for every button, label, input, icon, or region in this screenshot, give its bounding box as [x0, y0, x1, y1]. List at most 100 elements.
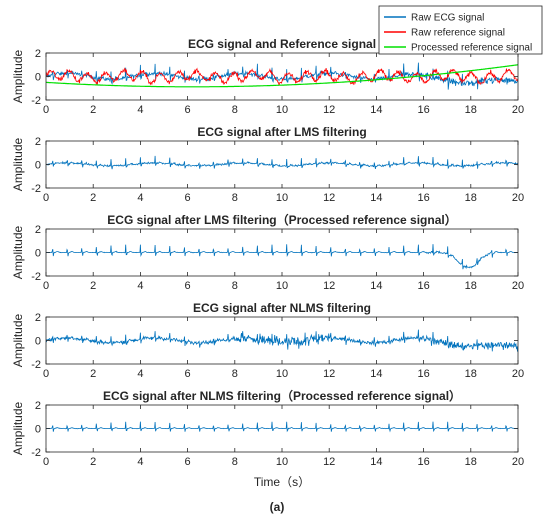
y-tick-label: -2: [31, 447, 41, 459]
x-tick-label: 20: [512, 456, 524, 468]
x-tick-label: 12: [323, 104, 335, 116]
x-tick-label: 0: [43, 104, 49, 116]
y-tick-label: -2: [31, 183, 41, 195]
x-tick-label: 18: [465, 456, 477, 468]
x-tick-label: 4: [137, 104, 143, 116]
series-line-3: [46, 64, 518, 88]
legend-entry: Raw ECG signal: [411, 13, 484, 24]
x-tick-label: 18: [465, 104, 477, 116]
y-tick-label: -2: [31, 95, 41, 107]
panel-title: ECG signal after NLMS filtering: [193, 301, 371, 315]
x-tick-label: 2: [90, 104, 96, 116]
x-tick-label: 16: [417, 280, 429, 292]
series-line-1: [46, 155, 518, 170]
y-tick-label: 2: [35, 224, 41, 236]
figure-caption: (a): [270, 500, 285, 514]
y-tick-label: 2: [35, 312, 41, 324]
x-tick-label: 8: [232, 368, 238, 380]
x-tick-label: 6: [185, 456, 191, 468]
panel-title: ECG signal after LMS filtering（Processed…: [107, 212, 456, 227]
series-line-1: [46, 329, 518, 352]
x-tick-label: 20: [512, 280, 524, 292]
y-axis-label: Amplitude: [11, 50, 25, 104]
series-line-1: [46, 421, 518, 433]
series-line-1: [46, 62, 518, 90]
x-tick-label: 4: [137, 192, 143, 204]
x-tick-label: 4: [137, 368, 143, 380]
x-tick-label: 2: [90, 456, 96, 468]
x-tick-label: 16: [417, 104, 429, 116]
x-tick-label: 10: [276, 104, 288, 116]
y-axis-label: Amplitude: [11, 138, 25, 192]
x-tick-label: 0: [43, 368, 49, 380]
x-tick-label: 6: [185, 368, 191, 380]
legend: Raw ECG signal Raw reference signal Proces…: [378, 5, 543, 55]
y-tick-label: 0: [35, 160, 41, 172]
y-tick-label: 0: [35, 72, 41, 84]
x-tick-label: 2: [90, 368, 96, 380]
x-tick-label: 6: [185, 280, 191, 292]
x-tick-label: 16: [417, 456, 429, 468]
x-tick-label: 12: [323, 456, 335, 468]
y-tick-label: 0: [35, 336, 41, 348]
x-tick-label: 20: [512, 104, 524, 116]
x-tick-label: 18: [465, 280, 477, 292]
x-tick-label: 12: [323, 280, 335, 292]
x-tick-label: 6: [185, 104, 191, 116]
x-tick-label: 8: [232, 456, 238, 468]
x-tick-label: 10: [276, 280, 288, 292]
x-tick-label: 20: [512, 192, 524, 204]
x-tick-label: 14: [370, 280, 382, 292]
panel-title: ECG signal after LMS filtering: [197, 125, 366, 139]
x-tick-label: 6: [185, 192, 191, 204]
y-tick-label: 2: [35, 136, 41, 148]
x-tick-label: 8: [232, 280, 238, 292]
x-tick-label: 10: [276, 368, 288, 380]
legend-entry: Processed reference signal: [411, 43, 532, 54]
x-tick-label: 18: [465, 192, 477, 204]
x-tick-label: 4: [137, 456, 143, 468]
y-axis-label: Amplitude: [11, 226, 25, 280]
x-tick-label: 4: [137, 280, 143, 292]
x-tick-label: 12: [323, 368, 335, 380]
x-tick-label: 0: [43, 456, 49, 468]
x-tick-label: 2: [90, 280, 96, 292]
x-tick-label: 14: [370, 368, 382, 380]
y-tick-label: 2: [35, 400, 41, 412]
x-tick-label: 16: [417, 368, 429, 380]
y-tick-label: -2: [31, 271, 41, 283]
panel-title: ECG signal and Reference signal: [188, 37, 376, 51]
y-axis-label: Amplitude: [11, 314, 25, 368]
series-line-1: [46, 244, 518, 270]
x-axis-label: Time（s）: [254, 475, 310, 489]
y-tick-label: 0: [35, 248, 41, 260]
x-tick-label: 14: [370, 192, 382, 204]
x-tick-label: 18: [465, 368, 477, 380]
series-line-2: [46, 67, 518, 86]
x-tick-label: 8: [232, 192, 238, 204]
x-tick-label: 0: [43, 192, 49, 204]
y-tick-label: 0: [35, 424, 41, 436]
panel-title: ECG signal after NLMS filtering（Processe…: [103, 388, 461, 403]
x-tick-label: 2: [90, 192, 96, 204]
x-tick-label: 14: [370, 104, 382, 116]
x-tick-label: 10: [276, 456, 288, 468]
y-axis-label: Amplitude: [11, 402, 25, 456]
x-tick-label: 14: [370, 456, 382, 468]
legend-entry: Raw reference signal: [411, 28, 505, 39]
x-tick-label: 12: [323, 192, 335, 204]
x-tick-label: 16: [417, 192, 429, 204]
x-tick-label: 8: [232, 104, 238, 116]
x-tick-label: 10: [276, 192, 288, 204]
x-tick-label: 0: [43, 280, 49, 292]
y-tick-label: -2: [31, 359, 41, 371]
x-tick-label: 20: [512, 368, 524, 380]
y-tick-label: 2: [35, 48, 41, 60]
